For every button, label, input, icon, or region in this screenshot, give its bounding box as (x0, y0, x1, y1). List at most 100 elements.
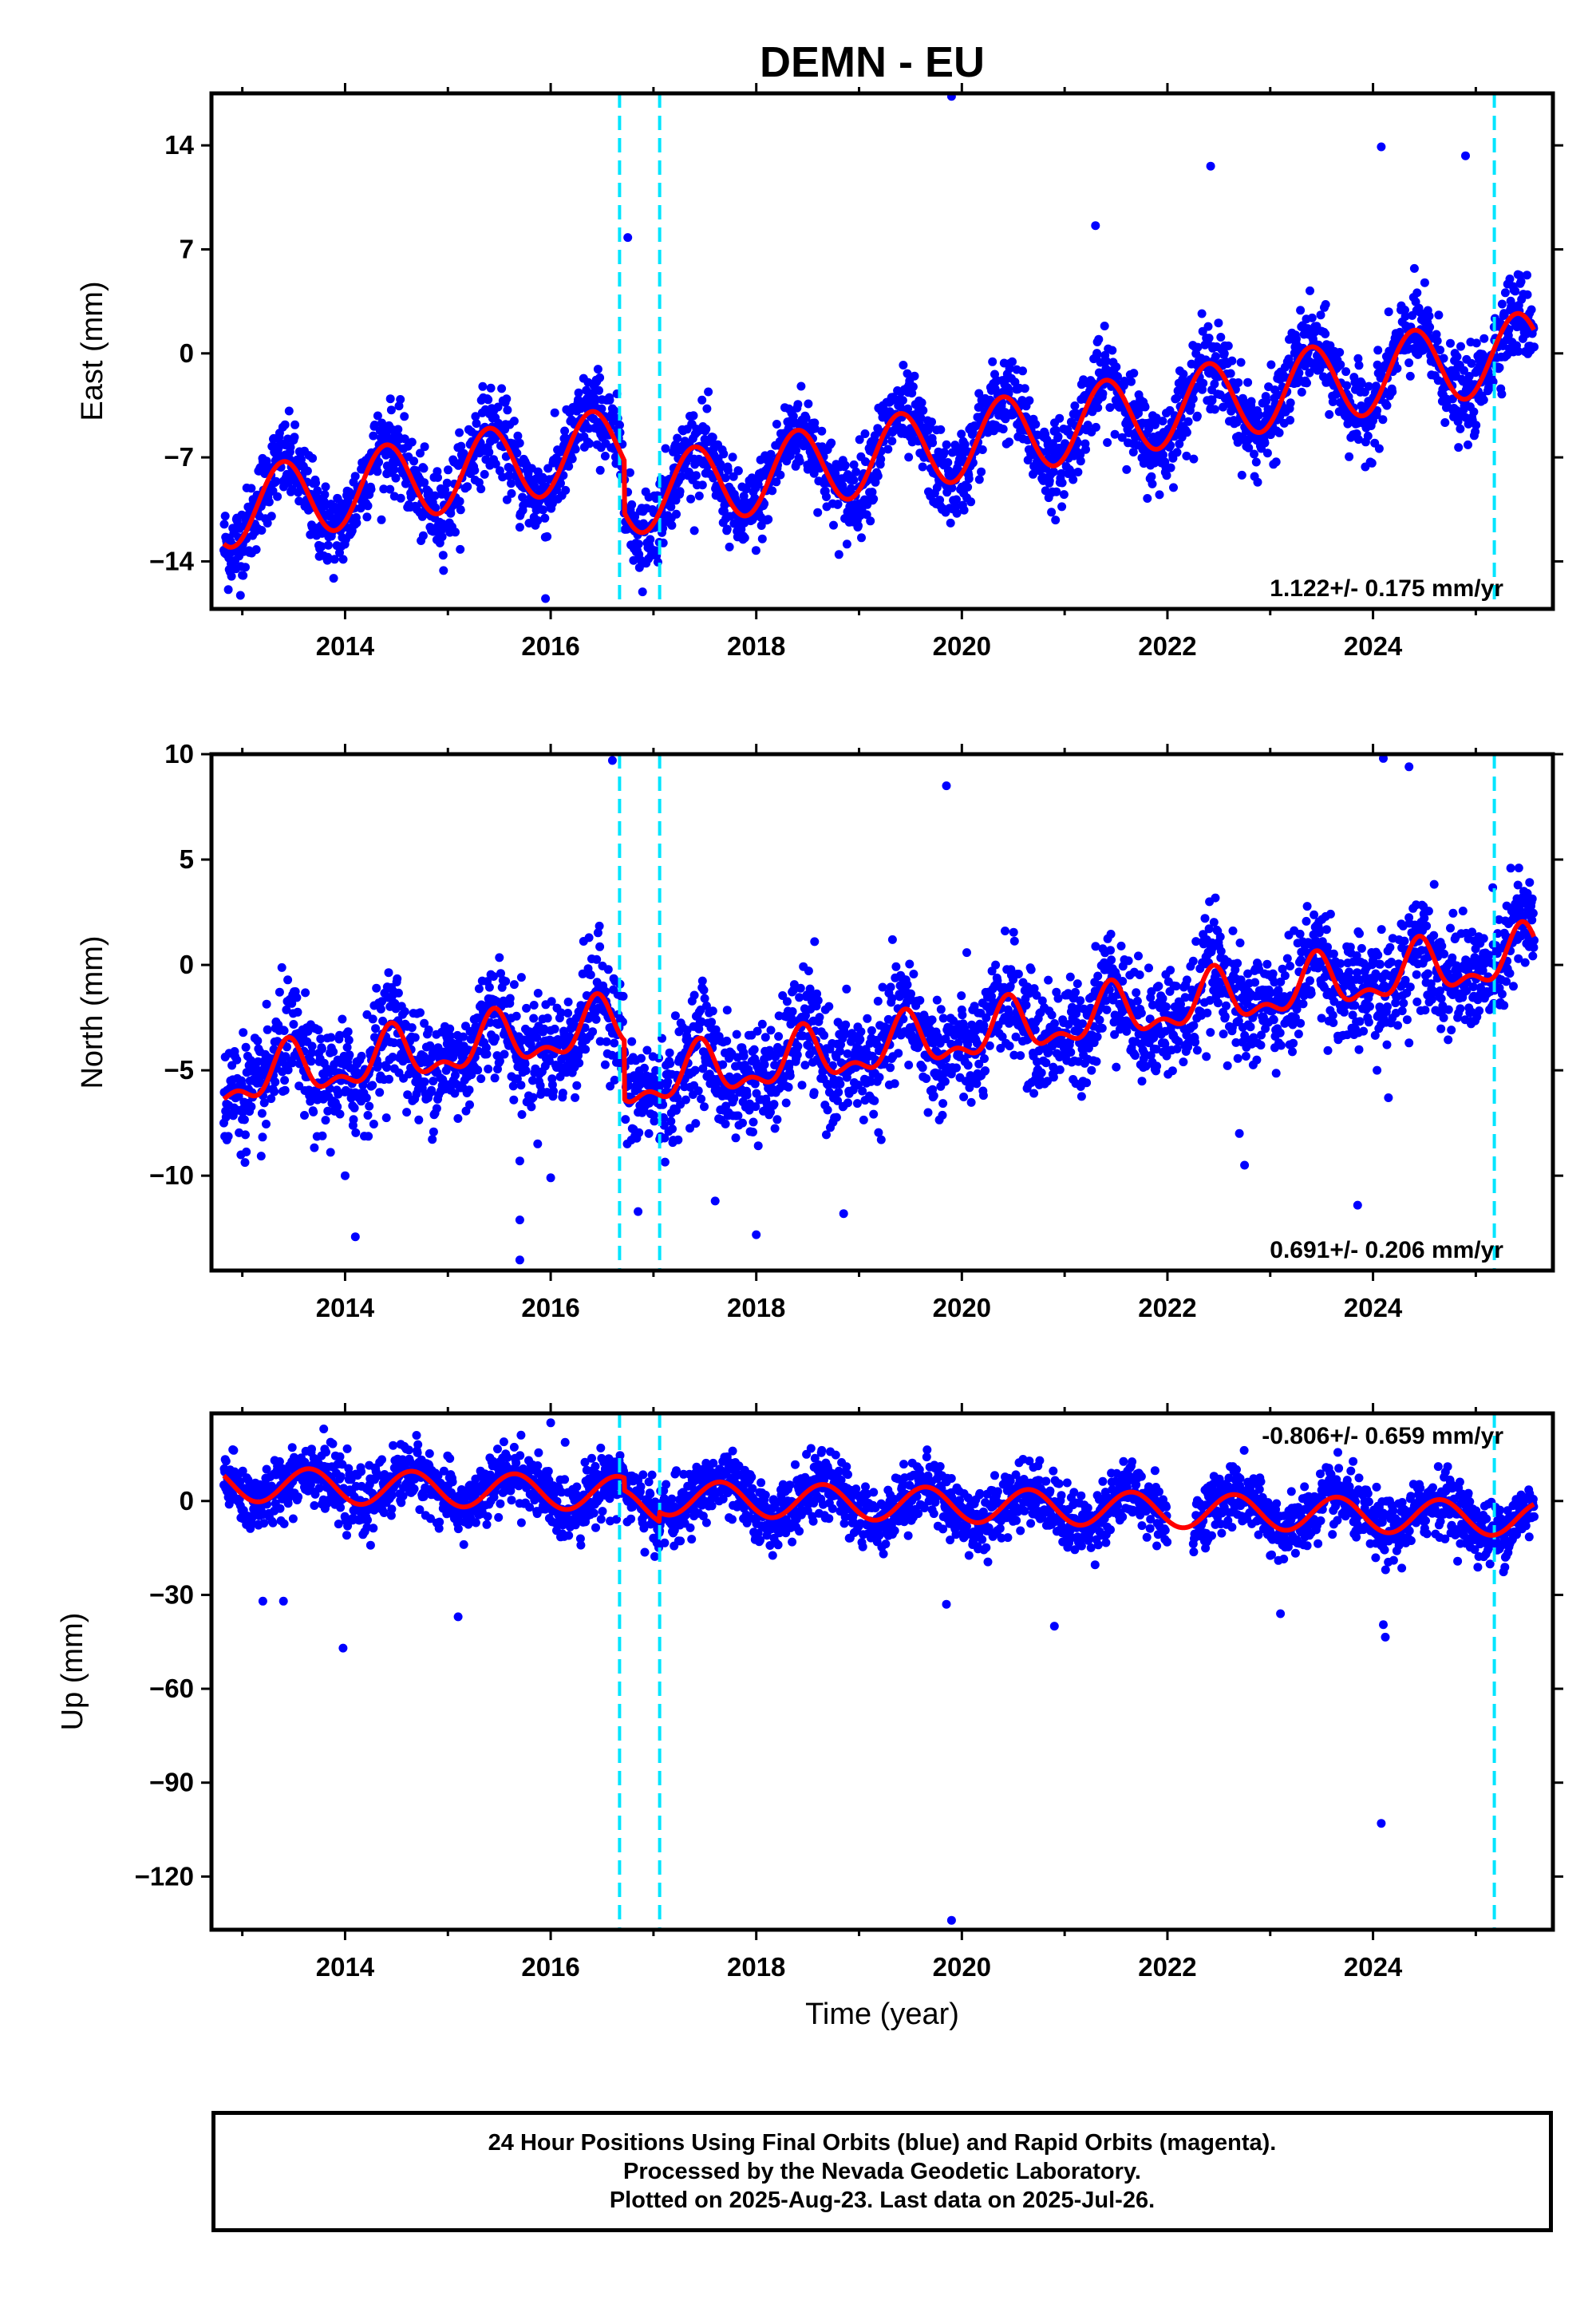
data-point (273, 492, 282, 501)
data-point (561, 485, 571, 495)
data-point (555, 447, 565, 456)
data-point (1092, 349, 1102, 358)
data-point (284, 406, 294, 416)
data-point (497, 384, 507, 393)
data-point (952, 1063, 961, 1073)
data-point (1021, 1001, 1031, 1010)
data-point (371, 1024, 381, 1034)
data-point (1148, 479, 1157, 488)
data-point (1432, 330, 1441, 339)
data-point (793, 400, 803, 409)
data-point (501, 977, 511, 986)
data-point (796, 381, 806, 391)
data-point (1189, 454, 1199, 464)
data-point (1053, 432, 1063, 441)
data-point (840, 460, 850, 470)
data-point (556, 1008, 566, 1018)
data-point (430, 491, 440, 500)
data-point (699, 986, 709, 995)
data-point (407, 1023, 417, 1033)
data-point (981, 1066, 990, 1076)
data-point (1211, 352, 1220, 362)
data-point (700, 994, 709, 1003)
data-point (1354, 361, 1364, 370)
data-point (529, 1014, 539, 1023)
data-point (749, 1117, 758, 1127)
data-point (366, 484, 376, 494)
data-point (964, 474, 974, 484)
data-point (308, 453, 318, 463)
data-point (666, 1059, 675, 1069)
data-point (464, 1085, 474, 1095)
data-point (529, 1001, 539, 1010)
data-point (1092, 1032, 1102, 1041)
data-point (812, 989, 822, 998)
data-point (1469, 407, 1479, 417)
data-point (1087, 1065, 1096, 1075)
data-point (666, 502, 676, 512)
data-point (361, 1093, 371, 1103)
data-point (764, 515, 773, 524)
data-point (1122, 464, 1132, 474)
data-point (722, 524, 732, 534)
data-point (420, 1018, 429, 1028)
data-point (928, 438, 938, 448)
data-point (1013, 970, 1023, 978)
data-point (1173, 386, 1183, 396)
data-point (539, 1024, 549, 1034)
data-point (400, 412, 409, 421)
data-point (235, 591, 245, 600)
data-point (1363, 431, 1373, 441)
data-point (610, 406, 619, 415)
data-point (1128, 448, 1138, 456)
data-point (809, 1088, 819, 1097)
data-point (1516, 277, 1526, 287)
data-point (729, 472, 738, 481)
data-point (581, 1045, 591, 1054)
data-point (428, 1135, 437, 1144)
data-point (849, 476, 859, 485)
data-point (550, 408, 559, 417)
xtick-label: 2022 (1138, 631, 1196, 661)
data-point (670, 1011, 680, 1021)
data-point (282, 1005, 291, 1014)
data-point (1025, 396, 1034, 405)
data-point (915, 996, 925, 1005)
data-point (1523, 271, 1531, 280)
data-point (564, 461, 574, 471)
data-point (377, 997, 386, 1006)
data-point (247, 1102, 256, 1112)
data-point (357, 1051, 366, 1061)
data-point (1077, 1092, 1086, 1101)
data-point (556, 479, 565, 488)
data-point (980, 1054, 989, 1063)
data-point (572, 1081, 582, 1090)
data-point (350, 1103, 359, 1113)
data-point (854, 521, 863, 531)
data-point (484, 982, 494, 992)
data-point (740, 533, 749, 543)
data-point (697, 1094, 706, 1104)
data-point (522, 1003, 531, 1013)
data-point (509, 980, 519, 990)
data-point (804, 966, 813, 976)
data-point (1113, 372, 1122, 381)
data-point (769, 1100, 779, 1109)
data-point (784, 1082, 793, 1092)
data-point (1047, 508, 1057, 517)
data-point (789, 980, 799, 990)
data-point (351, 1128, 361, 1137)
data-point (433, 472, 442, 482)
data-point (869, 494, 879, 504)
data-point (1236, 358, 1246, 367)
data-point (303, 1026, 313, 1036)
data-point (574, 388, 583, 397)
data-point (317, 542, 326, 551)
data-point (1020, 384, 1029, 393)
data-point (1284, 354, 1294, 364)
data-point (223, 585, 233, 595)
ytick-label: −14 (149, 546, 195, 575)
data-point (482, 1049, 492, 1059)
data-point (505, 994, 515, 1003)
